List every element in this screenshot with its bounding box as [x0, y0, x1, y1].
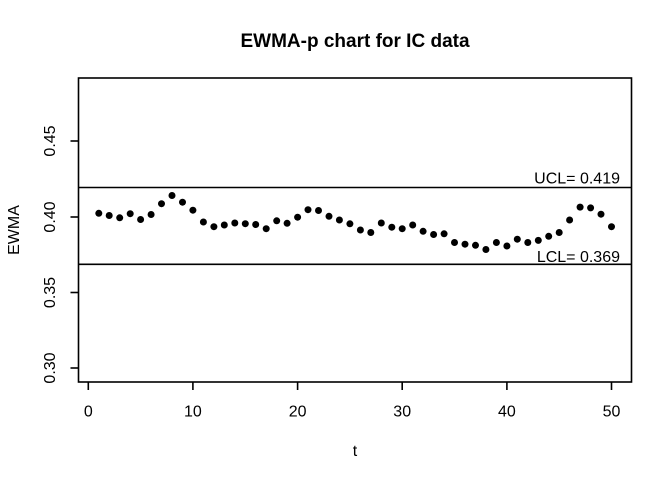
svg-text:0.35: 0.35 [42, 277, 59, 308]
svg-text:10: 10 [184, 404, 202, 421]
svg-text:t: t [353, 443, 358, 460]
svg-text:0.45: 0.45 [42, 125, 59, 156]
svg-text:UCL= 0.419: UCL= 0.419 [534, 171, 620, 188]
svg-text:0: 0 [84, 404, 93, 421]
svg-text:40: 40 [498, 404, 516, 421]
svg-text:20: 20 [289, 404, 307, 421]
svg-text:0.40: 0.40 [42, 201, 59, 232]
svg-text:LCL= 0.369: LCL= 0.369 [537, 249, 620, 266]
svg-text:30: 30 [393, 404, 411, 421]
svg-text:EWMA-p chart for IC data: EWMA-p chart for IC data [240, 31, 469, 52]
svg-text:0.30: 0.30 [42, 352, 59, 383]
svg-text:EWMA: EWMA [6, 205, 23, 255]
svg-text:50: 50 [603, 404, 621, 421]
